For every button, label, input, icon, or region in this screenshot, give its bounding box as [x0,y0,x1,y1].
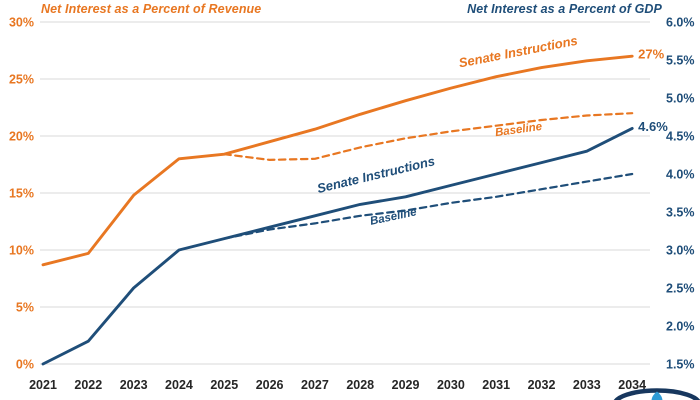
x-axis-year-label: 2032 [528,378,556,392]
right-axis-tick-label: 3.5% [666,206,695,220]
x-axis-year-label: 2034 [618,378,646,392]
right-axis-tick-label: 2.0% [666,320,695,334]
right-axis-tick-label: 4.0% [666,168,695,182]
x-axis-year-label: 2029 [392,378,420,392]
right-axis-title: Net Interest as a Percent of GDP [467,2,662,16]
right-axis-tick-label: 4.5% [666,130,695,144]
left-axis-tick-label: 15% [9,187,34,201]
end-value-label-senate_gdp: 4.6% [638,119,668,134]
left-axis-tick-label: 0% [16,358,34,372]
series-label-senate_gdp: Senate Instructions [316,153,437,196]
left-axis-title: Net Interest as a Percent of Revenue [41,2,262,16]
series-line-baseline_revenue [223,112,634,161]
right-axis-tick-label: 1.5% [666,358,695,372]
x-axis-year-label: 2021 [29,378,57,392]
x-axis-year-label: 2033 [573,378,601,392]
left-axis-tick-label: 10% [9,244,34,258]
right-axis-tick-label: 5.5% [666,54,695,68]
left-axis-tick-label: 20% [9,130,34,144]
x-axis-year-label: 2023 [120,378,148,392]
right-axis-tick-label: 6.0% [666,16,695,30]
x-axis-year-label: 2022 [74,378,102,392]
x-axis-year-label: 2028 [346,378,374,392]
x-axis-year-label: 2024 [165,378,193,392]
right-axis-tick-label: 5.0% [666,92,695,106]
series-label-baseline_gdp: Baseline [369,206,418,228]
x-axis-year-label: 2025 [210,378,238,392]
x-axis-year-label: 2027 [301,378,329,392]
end-value-label-senate_revenue: 27% [638,47,664,62]
x-axis-year-label: 2031 [482,378,510,392]
left-axis-tick-label: 25% [9,73,34,87]
series-line-senate_revenue [41,54,634,267]
right-axis-tick-label: 3.0% [666,244,695,258]
left-axis-tick-label: 30% [9,16,34,30]
series-line-baseline_gdp [223,172,634,240]
right-axis-tick-label: 2.5% [666,282,695,296]
x-axis-year-label: 2030 [437,378,465,392]
x-axis-year-label: 2026 [256,378,284,392]
logo-torch-icon [651,391,663,400]
series-line-senate_gdp [41,126,634,366]
left-axis-tick-label: 5% [16,301,34,315]
